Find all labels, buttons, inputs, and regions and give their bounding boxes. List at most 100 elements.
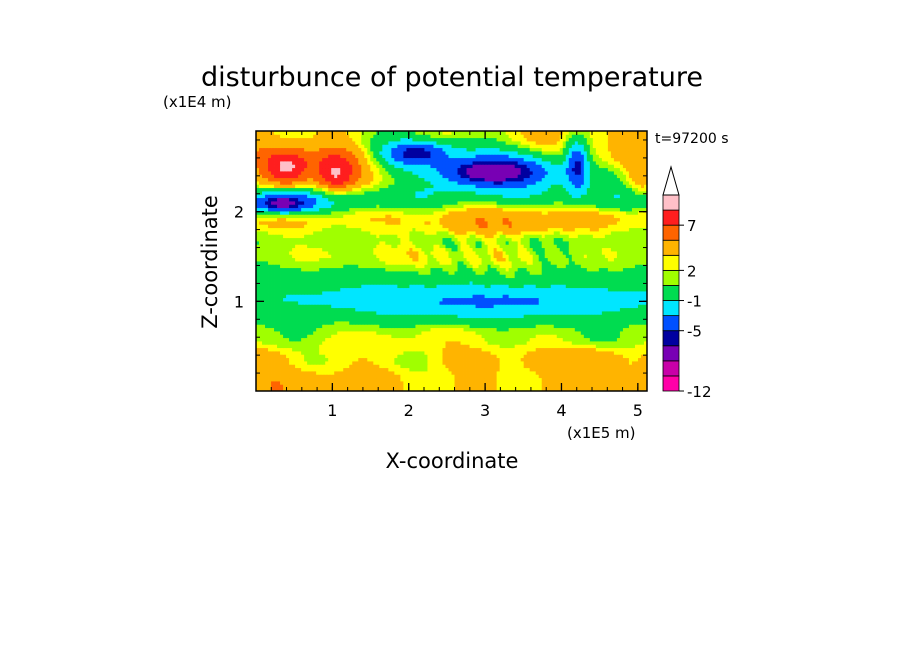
field-cell <box>478 297 482 302</box>
field-cell <box>553 384 558 389</box>
field-cell <box>541 287 546 292</box>
field-cell <box>607 264 612 269</box>
field-cell <box>457 347 461 352</box>
field-cell <box>625 381 630 385</box>
field-cell <box>487 361 491 365</box>
field-cell <box>574 321 579 325</box>
field-cell <box>637 267 642 272</box>
field-cell <box>631 267 636 272</box>
field-cell <box>331 317 335 322</box>
field-cell <box>358 317 362 322</box>
field-cell <box>631 387 636 392</box>
field-cell <box>412 377 416 382</box>
field-cell <box>466 301 470 305</box>
field-cell <box>346 267 350 272</box>
field-cell <box>367 364 371 369</box>
field-cell <box>277 261 281 265</box>
field-cell <box>571 304 576 309</box>
field-cell <box>385 321 389 325</box>
field-cell <box>523 351 528 355</box>
field-cell <box>268 321 272 325</box>
field-cell <box>313 364 317 369</box>
field-cell <box>622 371 627 375</box>
field-cell <box>334 281 338 285</box>
field-cell <box>640 317 645 322</box>
field-cell <box>598 287 603 292</box>
field-cell <box>352 261 356 265</box>
field-cell <box>352 374 356 379</box>
field-cell <box>496 317 501 322</box>
field-cell <box>553 374 558 379</box>
field-cell <box>349 361 353 365</box>
field-cell <box>358 261 362 265</box>
field-cell <box>514 384 519 389</box>
field-cell <box>523 311 528 315</box>
field-cell <box>514 364 519 369</box>
field-cell <box>322 297 326 302</box>
field-cell <box>262 304 266 309</box>
field-cell <box>376 291 380 295</box>
field-cell <box>640 294 645 299</box>
field-cell <box>442 334 446 339</box>
field-cell <box>499 351 504 355</box>
field-cell <box>487 294 491 299</box>
field-cell <box>574 371 579 375</box>
field-cell <box>280 377 284 382</box>
field-cell <box>511 354 516 359</box>
field-cell <box>565 271 570 275</box>
field-cell <box>532 274 537 279</box>
field-cell <box>556 381 561 385</box>
field-cell <box>301 357 305 362</box>
field-cell <box>421 277 425 282</box>
field-cell <box>340 321 344 325</box>
field-cell <box>517 274 522 279</box>
field-cell <box>259 357 263 362</box>
field-cell <box>481 357 485 362</box>
field-cell <box>262 307 266 312</box>
field-cell <box>643 284 648 289</box>
field-cell <box>310 347 314 352</box>
field-cell <box>388 337 392 342</box>
field-cell <box>283 297 287 302</box>
field-cell <box>559 301 564 305</box>
field-cell <box>592 384 597 389</box>
field-cell <box>415 381 419 385</box>
field-cell <box>547 381 552 385</box>
field-cell <box>427 334 431 339</box>
field-cell <box>409 291 413 295</box>
field-cell <box>493 377 498 382</box>
field-cell <box>355 294 359 299</box>
field-cell <box>460 374 464 379</box>
field-cell <box>586 271 591 275</box>
field-cell <box>568 294 573 299</box>
field-cell <box>556 371 561 375</box>
field-cell <box>349 267 353 272</box>
field-cell <box>619 387 624 392</box>
field-cell <box>556 304 561 309</box>
field-cell <box>283 351 287 355</box>
field-cell <box>601 334 606 339</box>
field-cell <box>271 267 275 272</box>
field-cell <box>487 297 491 302</box>
field-cell <box>547 351 552 355</box>
field-cell <box>358 314 362 319</box>
field-cell <box>598 337 603 342</box>
field-cell <box>337 281 341 285</box>
field-cell <box>499 307 504 312</box>
field-cell <box>628 301 633 305</box>
field-cell <box>610 347 615 352</box>
field-cell <box>502 281 507 285</box>
field-cell <box>535 387 540 392</box>
field-cell <box>565 364 570 369</box>
field-cell <box>430 317 434 322</box>
field-cell <box>283 271 287 275</box>
field-cell <box>256 381 260 385</box>
field-cell <box>526 361 531 365</box>
field-cell <box>409 354 413 359</box>
field-cell <box>628 287 633 292</box>
field-cell <box>298 331 302 335</box>
field-cell <box>517 371 522 375</box>
field-cell <box>445 387 449 392</box>
field-cell <box>319 264 323 269</box>
field-cell <box>286 284 290 289</box>
